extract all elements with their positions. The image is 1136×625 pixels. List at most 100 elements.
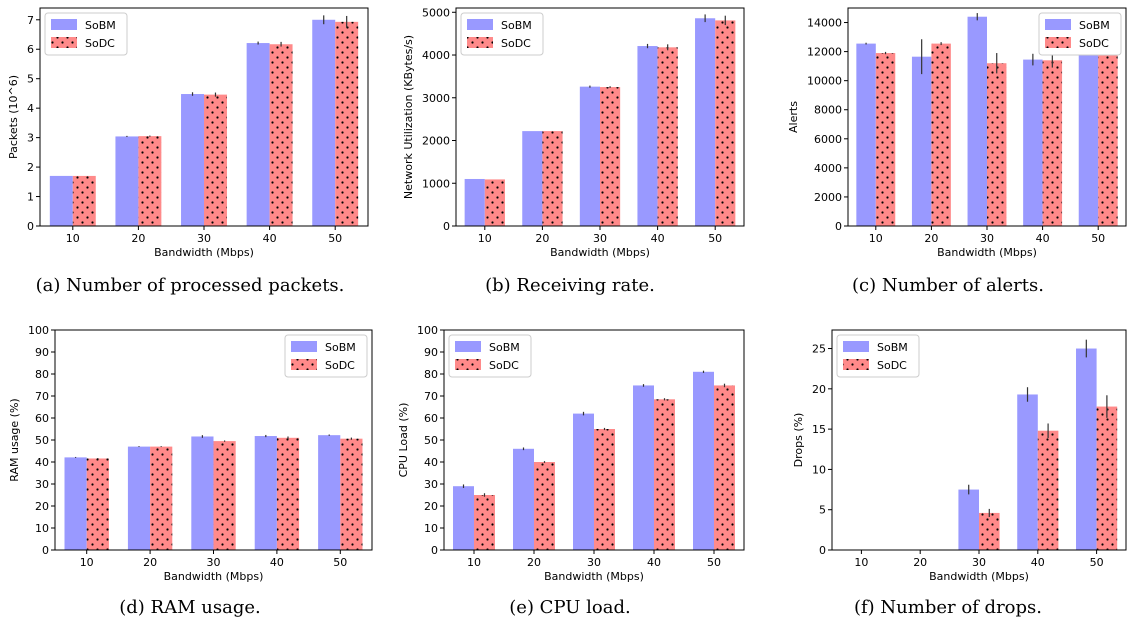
y-tick-label: 8000 (814, 104, 842, 117)
y-tick-label: 5 (27, 73, 34, 86)
y-tick-label: 10 (812, 463, 826, 476)
legend: SoBM SoDC (44, 12, 128, 56)
y-tick-label: 70 (35, 390, 49, 403)
caption-e: (e) CPU load. (509, 597, 631, 618)
y-tick-label: 10 (424, 522, 438, 535)
chart-b: 0 1000 2000 3000 4000 5000 10 20 30 40 50 Bandwidth… (402, 6, 745, 259)
chart-c: 0 2000 4000 6000 8000 10000 12000 14000 10 20 30 40… (787, 7, 1127, 259)
bar-sodc (72, 175, 96, 226)
caption-b: (b) Receiving rate. (485, 275, 655, 296)
y-axis-label: CPU Load (%) (397, 403, 410, 478)
legend-label-sodc: SoDC (325, 359, 355, 372)
x-tick-label: 10 (869, 232, 883, 245)
x-tick-label: 10 (467, 556, 481, 569)
x-tick-label: 30 (972, 556, 986, 569)
chart-panel-f: 0 5 10 15 20 25 10 20 30 40 50 Bandwidth (Mbps) Drop… (760, 322, 1136, 625)
bar-sodc (340, 438, 363, 550)
y-tick-label: 2000 (422, 135, 450, 148)
y-tick-label: 70 (424, 390, 438, 403)
bar-sodc (654, 399, 675, 550)
x-tick-label: 20 (131, 232, 145, 245)
bar-sodc (1037, 430, 1059, 550)
legend-swatch-sobm (843, 341, 869, 352)
x-axis-label: Bandwidth (Mbps) (550, 246, 650, 259)
legend: SoBM SoDC (1038, 12, 1122, 56)
bar-sodc (335, 21, 359, 226)
bar-sodc (715, 20, 736, 227)
bar-sodc (714, 385, 735, 550)
legend-label-sodc: SoDC (85, 37, 115, 50)
y-tick-label: 25 (812, 343, 826, 356)
bar-sobm (49, 175, 73, 226)
legend-swatch-sodc (1045, 37, 1071, 48)
y-tick-label: 10 (35, 522, 49, 535)
bar-sobm (318, 435, 341, 550)
bar-sodc (276, 437, 300, 550)
x-tick-label: 10 (80, 556, 94, 569)
legend-label-sobm: SoBM (85, 19, 116, 32)
legend-label-sodc: SoDC (489, 359, 519, 372)
x-tick-label: 40 (651, 232, 665, 245)
x-axis-label: Bandwidth (Mbps) (929, 570, 1029, 583)
bar-sodc (1042, 60, 1063, 226)
caption-f: (f) Number of drops. (853, 597, 1042, 618)
legend-label-sobm: SoBM (501, 19, 532, 32)
y-tick-label: 20 (812, 383, 826, 396)
bar-sobm (1078, 47, 1099, 226)
y-tick-label: 14000 (807, 17, 842, 30)
bar-sobm (115, 136, 139, 226)
legend-swatch-sobm (467, 19, 493, 30)
legend-label-sodc: SoDC (877, 359, 907, 372)
bar-sobm (246, 43, 270, 226)
y-tick-label: 30 (424, 478, 438, 491)
y-tick-label: 5 (819, 504, 826, 517)
chart-panel-d: 0 10 20 30 40 50 60 70 80 90 100 10 20 30 40 50 Bandwidt… (0, 322, 380, 625)
legend-swatch-sobm (51, 19, 77, 30)
x-tick-label: 20 (924, 232, 938, 245)
y-tick-label: 50 (35, 434, 49, 447)
bar-sodc (474, 495, 495, 550)
x-tick-label: 50 (707, 556, 721, 569)
x-tick-label: 40 (1036, 232, 1050, 245)
y-tick-label: 10000 (807, 75, 842, 88)
bar-sobm (312, 19, 336, 226)
legend-swatch-sobm (1045, 19, 1071, 30)
legend-swatch-sodc (843, 359, 869, 370)
bar-sobm (1023, 59, 1043, 226)
x-axis-label: Bandwidth (Mbps) (164, 570, 264, 583)
y-tick-label: 60 (424, 412, 438, 425)
y-axis-label: Drops (%) (792, 413, 805, 468)
y-tick-label: 0 (443, 220, 450, 233)
bar-sobm (911, 56, 932, 226)
x-tick-label: 40 (1031, 556, 1045, 569)
y-tick-label: 80 (35, 368, 49, 381)
y-tick-label: 0 (27, 220, 34, 233)
x-tick-label: 10 (66, 232, 80, 245)
x-tick-label: 40 (263, 232, 277, 245)
y-tick-label: 0 (819, 544, 826, 557)
bar-sodc (1098, 41, 1118, 226)
bar-sodc (987, 63, 1007, 226)
chart-a: 0 1 2 3 4 5 6 7 10 20 30 40 50 Bandwidth (Mbps) Packet… (7, 7, 369, 259)
x-tick-label: 50 (1090, 556, 1104, 569)
bar-sodc (875, 53, 896, 227)
bar-sobm (191, 436, 214, 550)
bar-sodc (657, 47, 678, 227)
x-tick-label: 30 (980, 232, 994, 245)
y-tick-label: 20 (35, 500, 49, 513)
y-axis-label: Alerts (787, 101, 800, 133)
bar-sodc (600, 87, 621, 226)
legend-label-sobm: SoBM (1079, 19, 1110, 32)
y-tick-label: 100 (417, 324, 438, 337)
y-tick-label: 1 (27, 191, 34, 204)
y-tick-label: 4 (27, 102, 34, 115)
bar-sodc (269, 44, 293, 226)
x-tick-label: 50 (1091, 232, 1105, 245)
bar-sobm (967, 16, 987, 226)
bar-sodc (204, 94, 227, 226)
legend-label-sobm: SoBM (877, 341, 908, 354)
bar-sobm (522, 131, 543, 226)
chart-f: 0 5 10 15 20 25 10 20 30 40 50 Bandwidth (Mbps) Drop… (792, 329, 1127, 583)
bar-sodc (213, 441, 236, 550)
bar-sodc (534, 462, 555, 550)
